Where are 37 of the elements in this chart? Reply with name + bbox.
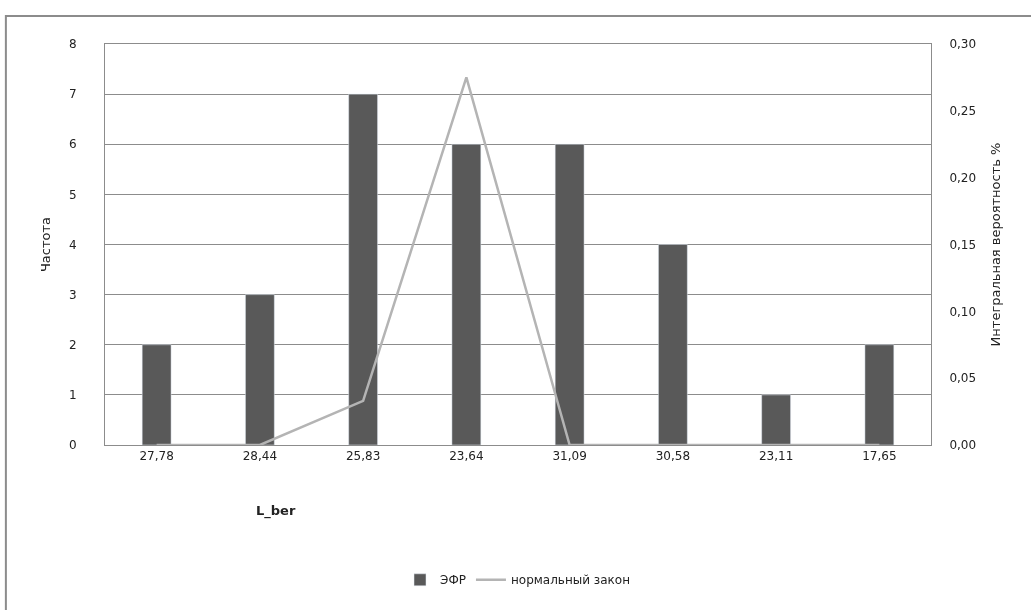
x-tick-label: 23,64: [449, 449, 484, 464]
x-tick-label: 28,44: [242, 449, 278, 464]
y-tick-label: 7: [68, 87, 77, 102]
bar: [864, 344, 895, 445]
bar: [658, 244, 688, 445]
bar: [141, 344, 172, 445]
y-tick-label: 4: [68, 237, 77, 252]
x-tick-label: 23,11: [758, 449, 794, 464]
y-axis-title: Частота: [37, 216, 53, 273]
bar: [554, 144, 585, 445]
y-tick-label: 8: [68, 37, 77, 52]
y-tick-label: 3: [68, 287, 77, 302]
y2-tick-label: 0,10: [949, 304, 977, 319]
y-tick-label: 0: [68, 438, 77, 453]
y2-tick-label: 0,15: [949, 237, 977, 252]
x-tick-label: 27,78: [139, 449, 174, 464]
bar: [761, 394, 791, 445]
x-tick-label: 17,65: [862, 449, 897, 464]
bar: [451, 144, 482, 445]
y-tick-label: 1: [68, 388, 77, 403]
y2-tick-label: 0,00: [949, 438, 977, 453]
y2-tick-label: 0,20: [949, 170, 977, 185]
bar: [245, 294, 275, 445]
y2-axis-title: Интегральная вероятность %: [987, 142, 1003, 347]
y2-tick-label: 0,25: [949, 104, 977, 119]
legend-label: нормальный закон: [510, 573, 631, 588]
x-tick-label: 25,83: [345, 449, 381, 464]
x-tick-label: 31,09: [552, 449, 587, 464]
y-tick-label: 6: [68, 137, 77, 152]
y2-tick-label: 0,05: [949, 371, 977, 386]
x-axis-title: L_ber: [256, 503, 296, 519]
x-tick-label: 30,58: [655, 449, 691, 464]
y-tick-label: 5: [68, 187, 77, 202]
legend-label: ЭФР: [440, 573, 466, 588]
bar: [348, 93, 378, 445]
y2-tick-label: 0,30: [949, 37, 977, 52]
y-tick-label: 2: [68, 337, 77, 352]
